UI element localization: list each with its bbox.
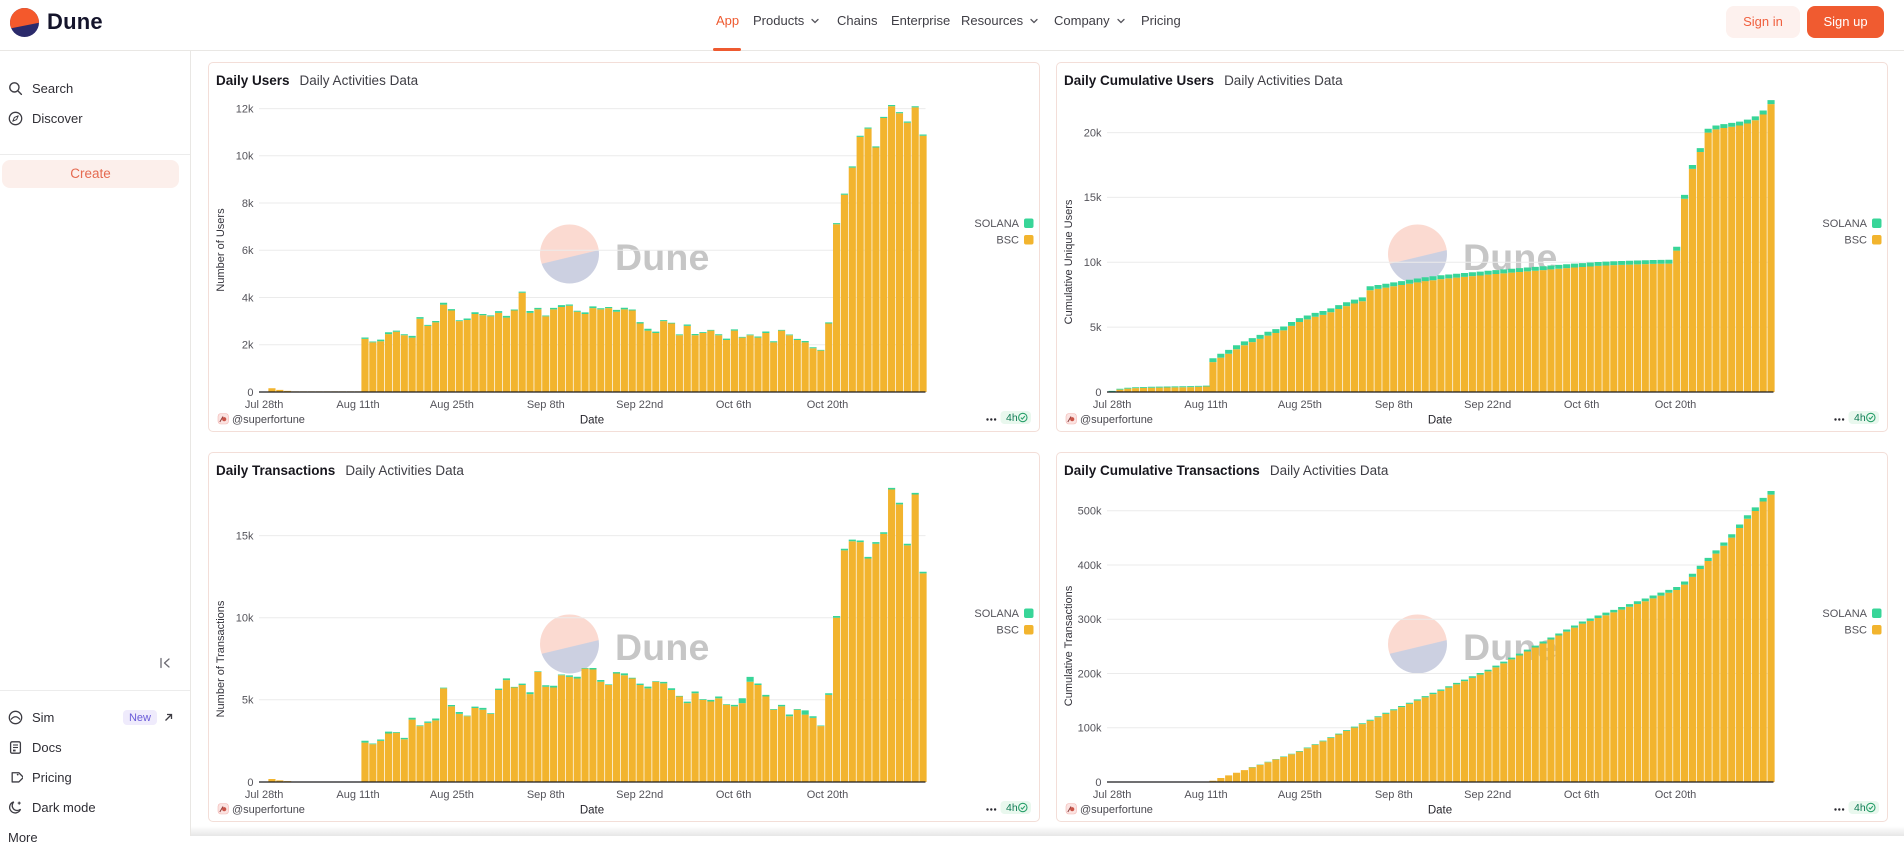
svg-text:10k: 10k	[236, 613, 254, 625]
svg-text:Sep 8th: Sep 8th	[527, 399, 565, 411]
svg-text:5k: 5k	[1090, 322, 1102, 334]
svg-text:Date: Date	[1428, 805, 1452, 817]
svg-text:Sep 8th: Sep 8th	[1375, 399, 1413, 411]
svg-text:Aug 11th: Aug 11th	[336, 789, 379, 801]
svg-text:Number of Transactions: Number of Transactions	[215, 600, 227, 717]
svg-text:BSC: BSC	[1844, 235, 1867, 247]
svg-text:Sep 22nd: Sep 22nd	[1464, 399, 1511, 411]
svg-text:Oct 20th: Oct 20th	[807, 399, 849, 411]
svg-text:400k: 400k	[1078, 560, 1102, 572]
svg-text:4h: 4h	[1006, 802, 1018, 814]
svg-text:Number of Users: Number of Users	[215, 208, 227, 292]
svg-text:2k: 2k	[242, 340, 254, 352]
svg-text:Jul 28th: Jul 28th	[1093, 789, 1132, 801]
svg-text:4k: 4k	[242, 292, 254, 304]
svg-text:4h: 4h	[1854, 802, 1866, 814]
svg-text:6k: 6k	[242, 245, 254, 257]
svg-text:Oct 20th: Oct 20th	[1655, 399, 1697, 411]
svg-text:Jul 28th: Jul 28th	[1093, 399, 1132, 411]
svg-text:Aug 11th: Aug 11th	[1184, 789, 1227, 801]
svg-text:SOLANA: SOLANA	[974, 608, 1019, 620]
svg-text:20k: 20k	[1084, 127, 1102, 139]
svg-text:100k: 100k	[1078, 723, 1102, 735]
svg-text:SOLANA: SOLANA	[1822, 608, 1867, 620]
svg-text:300k: 300k	[1078, 614, 1102, 626]
svg-text:SOLANA: SOLANA	[974, 218, 1019, 230]
svg-text:Sep 22nd: Sep 22nd	[616, 789, 663, 801]
svg-text:Oct 20th: Oct 20th	[1655, 789, 1697, 801]
svg-text:5k: 5k	[242, 695, 254, 707]
svg-text:0: 0	[1095, 777, 1101, 789]
svg-text:Date: Date	[580, 805, 604, 817]
svg-text:200k: 200k	[1078, 668, 1102, 680]
svg-text:Aug 25th: Aug 25th	[1278, 399, 1322, 411]
svg-text:Dune: Dune	[615, 236, 710, 278]
svg-text:Oct 6th: Oct 6th	[1564, 399, 1599, 411]
svg-text:0: 0	[247, 777, 253, 789]
svg-text:Cumulative Unique Users: Cumulative Unique Users	[1063, 199, 1075, 324]
svg-text:BSC: BSC	[1844, 625, 1867, 637]
svg-text:Oct 6th: Oct 6th	[716, 399, 751, 411]
svg-text:0: 0	[247, 387, 253, 399]
svg-text:8k: 8k	[242, 198, 254, 210]
svg-text:Aug 25th: Aug 25th	[1278, 789, 1322, 801]
svg-text:15k: 15k	[236, 530, 254, 542]
svg-text:Aug 11th: Aug 11th	[336, 399, 379, 411]
svg-text:@superfortune: @superfortune	[1080, 414, 1153, 426]
svg-text:500k: 500k	[1078, 506, 1102, 518]
svg-text:Oct 20th: Oct 20th	[807, 789, 849, 801]
svg-text:Sep 8th: Sep 8th	[1375, 789, 1413, 801]
svg-text:10k: 10k	[1084, 257, 1102, 269]
svg-text:@superfortune: @superfortune	[232, 414, 305, 426]
svg-text:Sep 8th: Sep 8th	[527, 789, 565, 801]
svg-text:Oct 6th: Oct 6th	[716, 789, 751, 801]
svg-text:Oct 6th: Oct 6th	[1564, 789, 1599, 801]
svg-text:15k: 15k	[1084, 192, 1102, 204]
svg-text:Cumulative Transactions: Cumulative Transactions	[1063, 585, 1075, 706]
svg-text:0: 0	[1095, 387, 1101, 399]
svg-text:Dune: Dune	[615, 626, 710, 668]
svg-text:@superfortune: @superfortune	[232, 804, 305, 816]
svg-text:SOLANA: SOLANA	[1822, 218, 1867, 230]
svg-text:10k: 10k	[236, 151, 254, 163]
svg-text:BSC: BSC	[996, 235, 1019, 247]
svg-text:Date: Date	[580, 415, 604, 427]
svg-text:Aug 11th: Aug 11th	[1184, 399, 1227, 411]
svg-text:Sep 22nd: Sep 22nd	[1464, 789, 1511, 801]
svg-text:@superfortune: @superfortune	[1080, 804, 1153, 816]
svg-text:12k: 12k	[236, 103, 254, 115]
svg-text:Jul 28th: Jul 28th	[245, 399, 284, 411]
svg-text:Sep 22nd: Sep 22nd	[616, 399, 663, 411]
svg-text:BSC: BSC	[996, 625, 1019, 637]
svg-text:Aug 25th: Aug 25th	[430, 399, 474, 411]
svg-text:Aug 25th: Aug 25th	[430, 789, 474, 801]
svg-text:Jul 28th: Jul 28th	[245, 789, 284, 801]
svg-text:Date: Date	[1428, 415, 1452, 427]
svg-text:4h: 4h	[1854, 412, 1866, 424]
svg-text:4h: 4h	[1006, 412, 1018, 424]
